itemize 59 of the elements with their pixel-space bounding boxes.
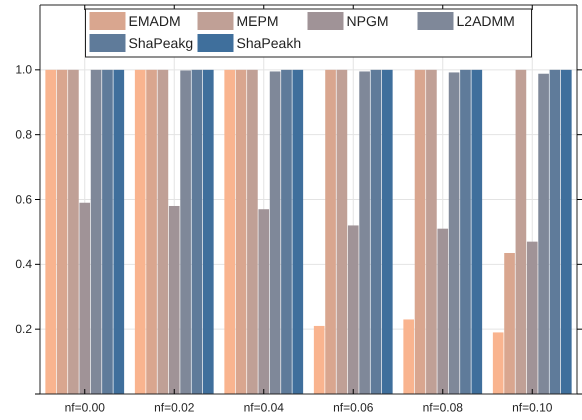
bar: [325, 70, 336, 394]
bar: [471, 70, 482, 394]
bar: [414, 70, 426, 394]
bar: [247, 70, 258, 394]
bar: [90, 70, 102, 394]
legend-label: NPGM: [346, 13, 388, 29]
bar: [550, 70, 560, 394]
bar: [437, 228, 448, 394]
bar: [516, 70, 526, 394]
x-tick-label: nf=0.08: [422, 400, 464, 414]
bar: [56, 70, 68, 394]
bar: [314, 326, 325, 394]
legend-label: EMADM: [128, 13, 181, 29]
legend-label: ShaPeakg: [128, 35, 194, 51]
x-tick-label: nf=0.04: [244, 400, 284, 414]
bar: [158, 70, 168, 394]
legend-label: ShaPeakh: [236, 35, 302, 51]
bar: [168, 206, 180, 394]
bar: [281, 70, 292, 394]
x-tick-label: nf=0.00: [64, 400, 106, 414]
x-tick-label: nf=0.10: [512, 400, 553, 414]
bar: [538, 74, 549, 394]
bar: [258, 209, 270, 394]
bar: [270, 71, 280, 394]
x-tick-label: nf=0.02: [154, 400, 195, 414]
bar: [492, 332, 504, 394]
bar: [45, 70, 56, 394]
y-tick-label: 0.8: [15, 128, 32, 142]
bar: [180, 70, 191, 394]
legend-label: MEPM: [236, 13, 278, 29]
bar: [336, 70, 348, 394]
y-tick-label: 0.4: [15, 257, 32, 272]
bar: [426, 70, 437, 394]
bar: [403, 319, 414, 394]
bar: [68, 70, 79, 394]
bar: [382, 70, 393, 394]
bar: [560, 70, 572, 394]
bar: [192, 70, 202, 394]
bar: [504, 252, 515, 394]
bar: [236, 70, 246, 394]
bar: [79, 202, 90, 394]
legend-label: L2ADMM: [456, 13, 515, 29]
bar: [370, 70, 382, 394]
x-tick-label: nf=0.06: [333, 400, 374, 414]
bar: [224, 70, 236, 394]
bar: [146, 70, 157, 394]
bar: [460, 70, 471, 394]
y-tick-label: 1.0: [15, 62, 32, 77]
y-tick-label: 0.2: [15, 322, 32, 336]
y-tick-label: 0.6: [15, 192, 32, 206]
bar: [113, 70, 124, 394]
bar: [448, 72, 460, 394]
bar: [202, 70, 214, 394]
bar: [102, 70, 113, 394]
bar: [292, 70, 304, 394]
bar: [134, 70, 146, 394]
bar: [348, 225, 359, 394]
bar: [526, 242, 538, 394]
bar: [359, 71, 370, 394]
